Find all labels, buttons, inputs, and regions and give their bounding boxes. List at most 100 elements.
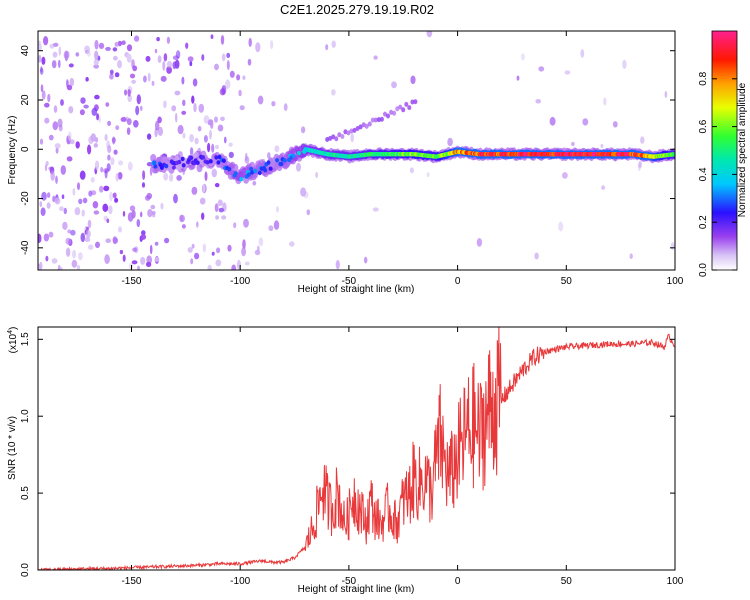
noise-blob <box>194 137 199 145</box>
snr-y-axis: 0.0 0.5 1.0 1.5 <box>20 332 675 577</box>
noise-blob <box>245 152 248 162</box>
noise-blob <box>145 261 152 267</box>
noise-blob <box>81 209 85 217</box>
noise-blob <box>410 75 416 85</box>
noise-blob <box>94 50 99 61</box>
noise-blob <box>76 265 81 270</box>
ridge-mid <box>193 151 199 158</box>
noise-blob <box>134 35 140 42</box>
noise-blob <box>169 173 174 182</box>
noise-blob <box>105 238 111 243</box>
noise-blob <box>67 229 71 234</box>
noise-blob <box>664 91 668 98</box>
colorbar: 0.0 0.2 0.4 0.6 0.8 Normalized spectral ampl… <box>698 30 748 277</box>
noise-blob <box>41 191 47 201</box>
noise-blob <box>248 37 252 48</box>
noise-blob <box>106 218 110 223</box>
noise-blob <box>201 54 205 61</box>
noise-blob <box>149 244 153 255</box>
noise-blob <box>306 209 311 216</box>
noise-blob <box>70 229 76 236</box>
ridge-core <box>201 155 206 160</box>
ridge-mid <box>174 155 180 162</box>
noise-blob <box>156 37 160 42</box>
colorbar-gradient <box>711 30 738 271</box>
noise-blob <box>140 234 147 240</box>
ridge-core <box>189 155 194 160</box>
noise-blob <box>267 152 271 159</box>
noise-blob <box>132 247 138 252</box>
noise-blob <box>194 252 200 260</box>
noise-blob <box>226 60 230 71</box>
noise-blob <box>258 237 264 247</box>
noise-blob <box>191 186 198 195</box>
noise-blob <box>112 47 118 52</box>
noise-blob <box>189 61 193 67</box>
noise-blob <box>58 59 61 69</box>
noise-blob <box>516 75 520 81</box>
ridge-core <box>152 160 157 165</box>
noise-blob <box>136 94 141 105</box>
ridge-core <box>153 164 158 169</box>
noise-blob <box>127 94 132 103</box>
noise-blob <box>638 161 642 169</box>
noise-blob <box>214 116 218 123</box>
ridge-core <box>205 160 210 165</box>
x-tick-label: -100 <box>230 576 250 587</box>
diagonal-trace-blob <box>352 127 357 133</box>
noise-blob <box>60 99 64 106</box>
noise-blob <box>79 170 86 180</box>
noise-blob <box>39 261 43 270</box>
noise-blob <box>300 126 306 134</box>
noise-blob <box>224 136 227 144</box>
diagonal-trace-blob <box>340 134 345 139</box>
ridge-core <box>216 160 221 165</box>
chart-title: C2E1.2025.279.19.19.R02 <box>280 2 434 17</box>
noise-blob <box>157 126 163 136</box>
noise-blob <box>104 134 108 141</box>
x-tick-label: -50 <box>342 276 357 287</box>
noise-blob <box>202 183 206 193</box>
noise-blob <box>221 215 227 220</box>
noise-blob <box>90 133 97 142</box>
noise-blob <box>86 50 91 57</box>
snr-scale-label: (x104) <box>7 327 19 354</box>
noise-blob <box>90 177 95 183</box>
noise-blob <box>241 247 247 257</box>
noise-blob <box>135 105 140 116</box>
ridge-core <box>217 154 222 160</box>
noise-blob <box>127 89 131 97</box>
spectrogram-y-axis-title: Frequency (Hz) <box>7 116 18 185</box>
noise-blob <box>229 70 235 78</box>
noise-blob <box>185 42 189 49</box>
x-tick-label: 0 <box>455 276 461 287</box>
noise-blob <box>93 210 100 215</box>
noise-blob <box>426 31 433 38</box>
noise-blob <box>199 197 206 205</box>
noise-blob <box>44 164 48 172</box>
noise-blob <box>38 233 42 243</box>
noise-blob <box>154 48 158 54</box>
noise-blob <box>52 42 59 47</box>
noise-blob <box>78 252 83 261</box>
diagonal-trace-blob <box>349 128 354 134</box>
noise-blob <box>87 144 92 155</box>
noise-blob <box>182 132 186 139</box>
snr-plot-area <box>38 327 675 570</box>
noise-blob <box>274 145 280 153</box>
noise-blob <box>622 59 627 69</box>
noise-blob <box>124 89 128 96</box>
noise-blob <box>115 172 119 182</box>
noise-blob <box>40 207 46 216</box>
noise-blob <box>166 36 170 44</box>
diagonal-trace-blob <box>389 109 394 115</box>
noise-blob <box>132 65 138 72</box>
noise-blob <box>53 105 58 113</box>
noise-blob <box>601 185 605 190</box>
noise-blob <box>558 221 564 232</box>
noise-blob <box>373 55 378 60</box>
noise-blob <box>43 233 50 242</box>
noise-blob <box>52 195 56 203</box>
noise-blob <box>75 52 80 57</box>
noise-blob <box>187 56 194 62</box>
